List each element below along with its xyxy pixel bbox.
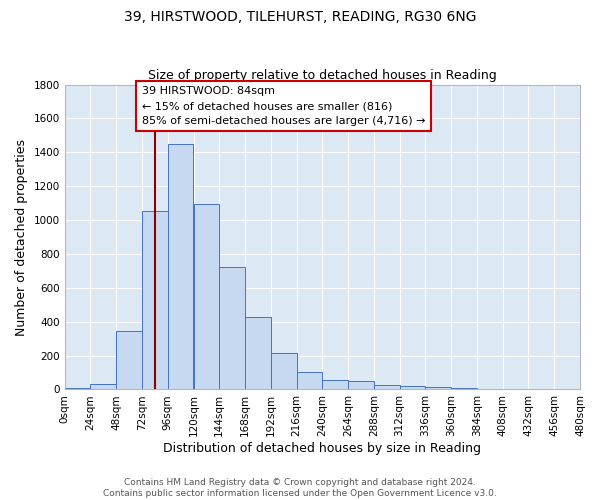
X-axis label: Distribution of detached houses by size in Reading: Distribution of detached houses by size … (163, 442, 481, 455)
Text: Contains HM Land Registry data © Crown copyright and database right 2024.
Contai: Contains HM Land Registry data © Crown c… (103, 478, 497, 498)
Text: 39, HIRSTWOOD, TILEHURST, READING, RG30 6NG: 39, HIRSTWOOD, TILEHURST, READING, RG30 … (124, 10, 476, 24)
Y-axis label: Number of detached properties: Number of detached properties (15, 138, 28, 336)
Bar (451, 388, 477, 390)
Bar (168, 144, 193, 390)
Title: Size of property relative to detached houses in Reading: Size of property relative to detached ho… (148, 69, 497, 82)
Bar (374, 384, 400, 390)
Bar (271, 353, 296, 390)
Bar (65, 388, 91, 390)
Bar (348, 382, 374, 390)
Bar (219, 266, 245, 390)
Text: 39 HIRSTWOOD: 84sqm
← 15% of detached houses are smaller (816)
85% of semi-detac: 39 HIRSTWOOD: 84sqm ← 15% of detached ho… (142, 86, 425, 126)
Bar (193, 204, 219, 390)
Bar (400, 386, 425, 390)
Bar (245, 316, 271, 390)
Bar (503, 389, 529, 390)
Bar (425, 388, 451, 390)
Bar (91, 384, 116, 390)
Bar (296, 372, 322, 390)
Bar (142, 211, 168, 390)
Bar (477, 388, 503, 390)
Bar (116, 331, 142, 390)
Bar (322, 380, 348, 390)
